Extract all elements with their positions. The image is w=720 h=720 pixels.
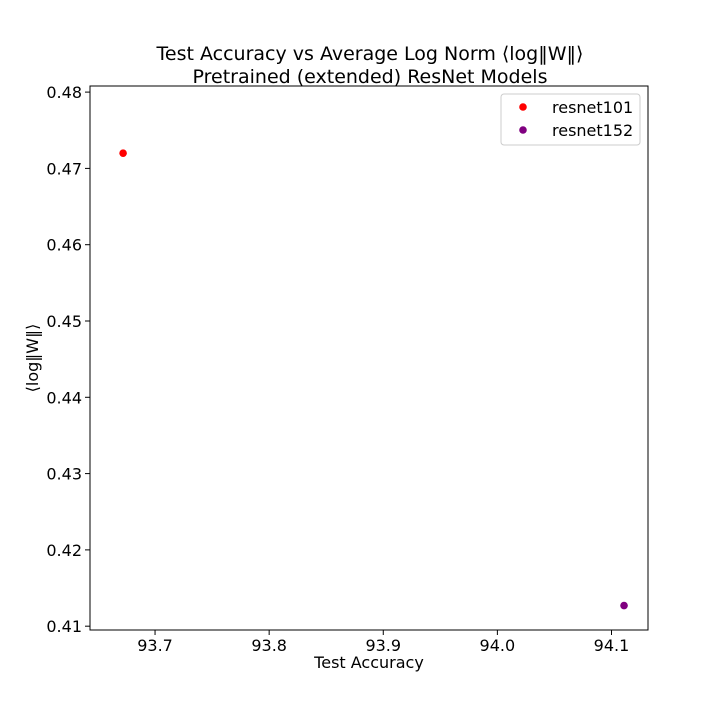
x-axis-ticks: 93.7 93.8 93.9 94.0 94.1 <box>137 630 629 655</box>
legend-label-resnet152: resnet152 <box>552 121 633 140</box>
y-tick-label: 0.45 <box>46 312 82 331</box>
y-tick-label: 0.41 <box>46 617 82 636</box>
legend: resnet101 resnet152 <box>500 93 641 146</box>
x-tick-label: 94.0 <box>480 636 516 655</box>
y-tick-label: 0.48 <box>46 83 82 102</box>
chart-subtitle: Pretrained (extended) ResNet Models <box>193 66 548 88</box>
x-axis-label: Test Accuracy <box>313 653 424 672</box>
data-points <box>119 149 628 610</box>
y-tick-label: 0.44 <box>46 388 82 407</box>
legend-label-resnet101: resnet101 <box>552 98 633 117</box>
y-axis-ticks: 0.41 0.42 0.43 0.44 0.45 0.46 0.47 0.48 <box>46 83 90 636</box>
plot-frame <box>89 85 649 631</box>
data-point-resnet101 <box>119 149 127 157</box>
y-axis-label: ⟨log‖W‖⟩ <box>23 324 42 393</box>
plot-area <box>90 86 648 630</box>
x-tick-label: 93.7 <box>137 636 173 655</box>
legend-marker-resnet101 <box>519 103 527 111</box>
y-tick-label: 0.43 <box>46 465 82 484</box>
legend-box <box>500 93 641 146</box>
x-tick-label: 94.1 <box>594 636 630 655</box>
chart-title: Test Accuracy vs Average Log Norm ⟨log‖W… <box>156 43 584 65</box>
y-tick-label: 0.46 <box>46 236 82 255</box>
y-tick-label: 0.42 <box>46 541 82 560</box>
legend-marker-resnet152 <box>519 126 527 134</box>
data-point-resnet152 <box>620 601 628 610</box>
y-tick-label: 0.47 <box>46 159 82 178</box>
x-tick-label: 93.9 <box>365 636 401 655</box>
x-tick-label: 93.8 <box>251 636 287 655</box>
